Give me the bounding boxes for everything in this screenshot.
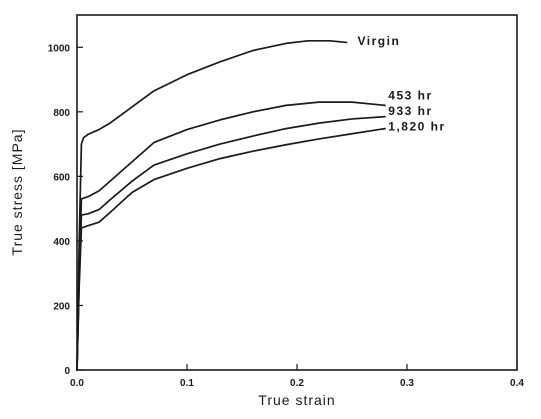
- y-tick-label: 800: [53, 108, 70, 119]
- series-line: [76, 127, 386, 371]
- y-tick-label: 0: [64, 366, 70, 377]
- y-tick-label: 200: [53, 301, 70, 312]
- series-labels-group: Virgin 453 hr 933 hr1,820 hr: [358, 34, 445, 133]
- plot-frame: [76, 14, 518, 371]
- y-tick-label: 400: [53, 237, 70, 248]
- series-label: Virgin: [358, 34, 401, 48]
- x-tick-label: 0.4: [510, 378, 524, 389]
- x-tick-label: 0.1: [180, 378, 194, 389]
- x-tick-label: 0.0: [70, 378, 84, 389]
- y-tick-label: 1000: [48, 43, 71, 54]
- x-tick-label: 0.3: [400, 378, 414, 389]
- ticks-group: 0.0 0.1 0.2 0.3 0.4 0 200 400 600 800 1000: [48, 43, 525, 389]
- series-label: 1,820 hr: [388, 119, 445, 133]
- series-line: [76, 101, 386, 371]
- series-label: 453 hr: [388, 88, 432, 102]
- series-group: [76, 39, 386, 371]
- series-label: 933 hr: [388, 104, 432, 118]
- series-line: [76, 39, 348, 371]
- y-axis-title: True stress [MPa]: [9, 129, 25, 256]
- x-axis-title: True strain: [258, 392, 335, 408]
- series-line: [76, 115, 386, 371]
- x-tick-label: 0.2: [290, 378, 304, 389]
- y-tick-label: 600: [53, 172, 70, 183]
